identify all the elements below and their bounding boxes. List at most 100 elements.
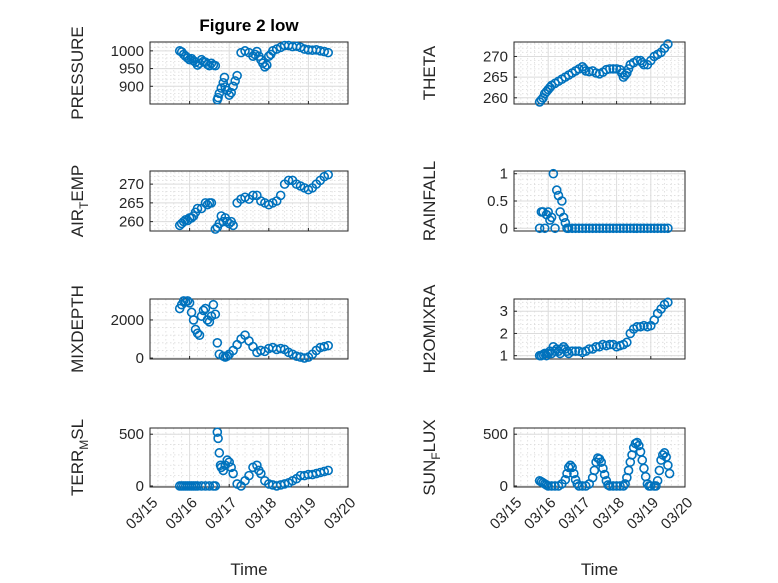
data-point xyxy=(323,465,334,476)
data-point xyxy=(228,220,238,231)
data-point xyxy=(204,481,215,491)
data-point xyxy=(551,185,562,195)
data-point xyxy=(194,330,205,340)
y-tick-label: 265 xyxy=(119,195,144,212)
data-point xyxy=(260,62,270,72)
data-point xyxy=(587,223,598,234)
data-point xyxy=(565,460,576,471)
data-point xyxy=(601,223,612,234)
data-point xyxy=(652,475,663,486)
data-point xyxy=(204,60,215,71)
data-point xyxy=(652,223,663,234)
data-point xyxy=(204,317,215,327)
data-point xyxy=(596,457,607,467)
data-point xyxy=(226,462,236,473)
axes-frame xyxy=(513,427,686,488)
data-point xyxy=(608,481,618,491)
data-point xyxy=(299,353,310,363)
data-point xyxy=(534,223,545,234)
data-point xyxy=(611,481,622,491)
y-tick-label: 0 xyxy=(136,478,144,495)
y-tick-label: 270 xyxy=(119,176,144,193)
data-point xyxy=(262,60,272,70)
y-axis-label: H2OMIXRA xyxy=(420,284,439,373)
data-point xyxy=(637,57,648,68)
data-point xyxy=(604,64,615,74)
data-point xyxy=(604,481,615,491)
data-point xyxy=(550,223,560,234)
y-tick-label: 1000 xyxy=(111,43,144,60)
y-tick-label: 900 xyxy=(119,78,144,95)
data-point xyxy=(632,321,642,332)
y-tick-label: 270 xyxy=(483,48,508,65)
data-point xyxy=(323,169,334,180)
data-point xyxy=(642,223,653,234)
data-point xyxy=(188,315,199,325)
subplot-3: 260 265 270 AIRTEMP xyxy=(68,165,349,238)
data-point xyxy=(546,481,557,491)
axes-frame xyxy=(149,427,349,488)
data-point xyxy=(579,64,589,74)
data-point xyxy=(539,223,550,234)
data-point xyxy=(557,344,567,354)
data-point xyxy=(539,348,550,359)
subplot-6: 1 2 3 H2OMIXRA xyxy=(420,284,686,373)
data-point xyxy=(569,468,579,479)
data-point xyxy=(560,474,571,485)
data-point xyxy=(608,223,618,234)
y-tick-label: 0.5 xyxy=(487,193,508,210)
data-point xyxy=(198,305,209,316)
data-point xyxy=(210,60,221,71)
data-point xyxy=(208,299,219,310)
data-point xyxy=(275,190,286,201)
data-point xyxy=(654,465,665,476)
subplot-5: 0 2000 MIXDEPTH xyxy=(68,285,349,373)
data-point xyxy=(591,223,601,234)
data-point xyxy=(639,223,649,234)
data-point xyxy=(192,328,203,339)
y-axis-label: THETA xyxy=(420,45,439,100)
data-point xyxy=(570,223,581,234)
data-point xyxy=(608,64,618,74)
data-point xyxy=(563,462,574,473)
data-point xyxy=(543,481,554,491)
y-axis-label: AIRTEMP xyxy=(68,165,91,238)
data-point xyxy=(291,41,302,52)
data-point xyxy=(615,223,625,234)
y-tick-label: 265 xyxy=(483,69,508,86)
data-point xyxy=(574,223,584,234)
axes-frame xyxy=(149,170,349,232)
data-point xyxy=(248,190,258,201)
data-point xyxy=(213,92,223,103)
x-axis-label: Time xyxy=(230,560,267,579)
data-point xyxy=(598,463,608,474)
data-point xyxy=(210,309,221,320)
chart-title: Figure 2 low xyxy=(199,16,299,35)
data-point xyxy=(656,223,666,234)
data-point xyxy=(649,223,660,234)
data-point xyxy=(664,468,675,479)
data-point xyxy=(213,433,223,444)
data-point xyxy=(567,346,577,357)
data-point xyxy=(663,39,673,49)
data-point xyxy=(206,198,217,208)
data-point xyxy=(210,481,221,491)
data-point xyxy=(212,427,223,437)
data-point xyxy=(663,223,673,234)
data-point xyxy=(584,223,595,234)
data-point xyxy=(622,337,632,348)
data-point xyxy=(256,468,266,479)
y-axis-label: RAINFALL xyxy=(420,161,439,241)
data-point xyxy=(572,479,583,489)
data-point xyxy=(615,481,625,491)
data-point xyxy=(546,212,557,223)
data-point xyxy=(618,481,629,491)
data-point xyxy=(663,297,673,308)
data-point xyxy=(222,351,233,361)
data-point xyxy=(222,455,233,465)
data-point xyxy=(323,340,334,351)
data-point xyxy=(557,196,567,206)
data-point xyxy=(567,462,577,473)
